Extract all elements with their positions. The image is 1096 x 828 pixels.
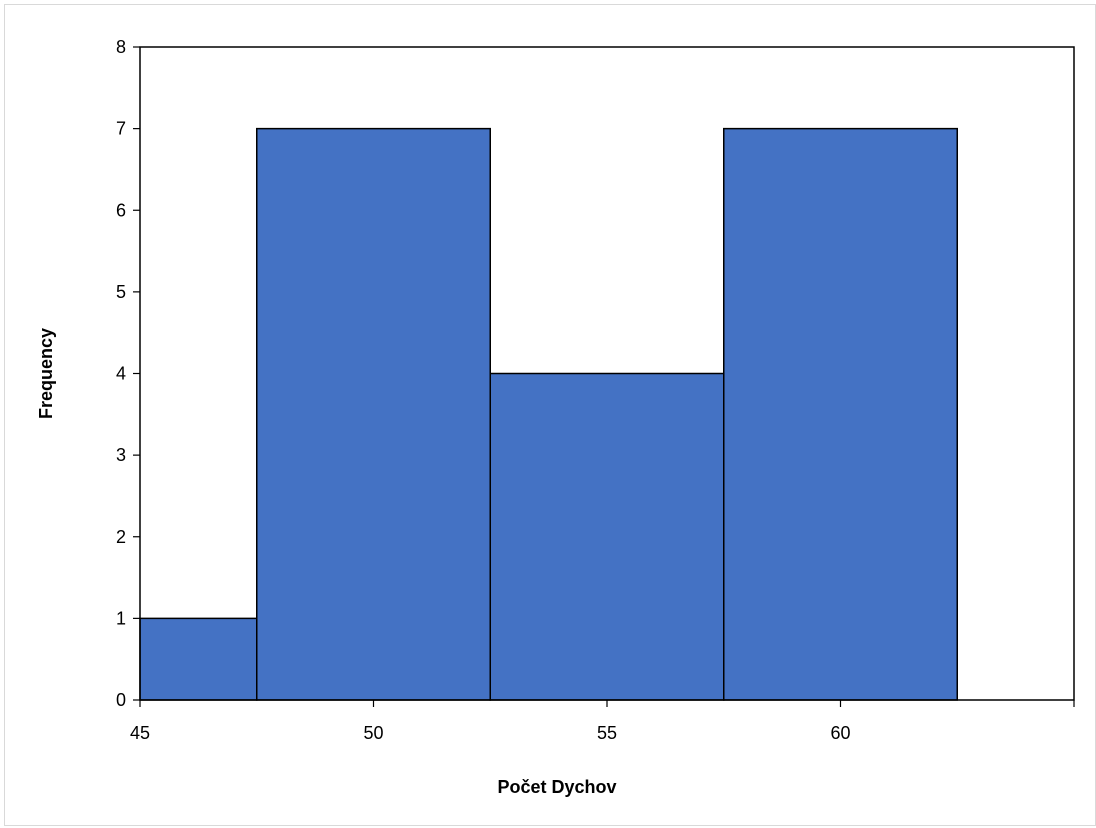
bars-group [139, 127, 958, 701]
histogram-bar-3 [489, 372, 725, 701]
y-tick-label: 7 [116, 119, 126, 139]
y-tick-label: 1 [116, 608, 126, 628]
y-tick-label: 2 [116, 527, 126, 547]
y-tick-label: 4 [116, 364, 126, 384]
y-tick-label: 6 [116, 200, 126, 220]
y-axis: 0 1 2 3 4 5 6 7 8 [116, 37, 140, 710]
x-axis-title: Počet Dychov [497, 777, 616, 797]
y-tick-label: 8 [116, 37, 126, 57]
histogram-bar-4 [723, 127, 958, 701]
histogram-bar-2 [256, 127, 491, 701]
y-tick-label: 3 [116, 445, 126, 465]
histogram-bar-1 [139, 617, 258, 701]
x-tick-label: 45 [130, 723, 150, 743]
x-axis: 45 50 55 60 [130, 700, 1075, 743]
y-axis-title: Frequency [36, 328, 56, 419]
y-tick-label: 0 [116, 690, 126, 710]
y-tick-label: 5 [116, 282, 126, 302]
x-tick-label: 55 [597, 723, 617, 743]
x-tick-label: 50 [363, 723, 383, 743]
x-tick-label: 60 [830, 723, 850, 743]
